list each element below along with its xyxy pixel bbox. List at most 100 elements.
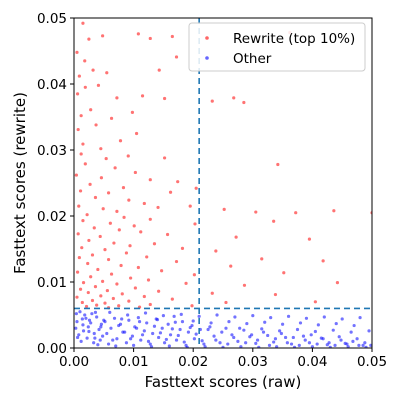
rewrite-point — [115, 209, 119, 213]
rewrite-point — [80, 300, 84, 305]
rewrite-point — [77, 74, 81, 78]
other-point — [244, 341, 248, 345]
other-point — [355, 337, 359, 341]
rewrite-point — [229, 264, 233, 268]
rewrite-point — [194, 186, 198, 190]
other-point — [132, 343, 136, 347]
other-point — [227, 320, 231, 324]
other-point — [74, 326, 78, 330]
rewrite-point — [109, 116, 114, 120]
other-point — [202, 342, 206, 346]
other-point — [218, 341, 222, 345]
rewrite-point — [190, 304, 194, 308]
other-point — [84, 316, 88, 320]
other-point — [340, 317, 344, 321]
rewrite-point — [174, 259, 179, 264]
other-point — [260, 327, 264, 331]
series-other-points — [74, 310, 372, 348]
other-point — [230, 333, 234, 337]
other-point — [89, 321, 93, 325]
legend-label-rewrite: Rewrite (top 10%) — [233, 31, 355, 47]
other-point — [151, 331, 155, 336]
other-point — [126, 313, 130, 317]
rewrite-point — [242, 283, 247, 287]
rewrite-point — [176, 180, 180, 184]
rewrite-point — [96, 267, 100, 272]
rewrite-point — [101, 207, 105, 211]
other-point — [279, 331, 284, 336]
rewrite-point — [87, 37, 91, 41]
other-point — [158, 331, 163, 335]
rewrite-point — [90, 253, 95, 257]
other-point — [278, 329, 282, 333]
rewrite-point — [136, 265, 140, 270]
rewrite-point — [210, 291, 214, 295]
other-point — [200, 339, 204, 343]
y-tick-label: 0.02 — [37, 209, 67, 225]
y-tick-label: 0.00 — [37, 341, 67, 357]
legend-label-other: Other — [233, 51, 272, 67]
other-point — [197, 314, 201, 318]
other-point — [142, 329, 146, 333]
other-point — [212, 334, 216, 338]
other-point — [297, 343, 301, 347]
other-point — [120, 317, 124, 321]
rewrite-point — [307, 237, 312, 241]
other-point — [192, 337, 196, 341]
x-tick-label: 0.05 — [357, 354, 387, 370]
rewrite-point — [184, 281, 188, 285]
plot-frame — [73, 17, 373, 349]
rewrite-point — [93, 285, 98, 289]
rewrite-point — [128, 244, 132, 248]
rewrite-point — [95, 303, 99, 307]
other-point — [263, 320, 267, 324]
other-point — [220, 330, 224, 334]
other-point — [99, 325, 103, 329]
other-point — [334, 321, 338, 326]
other-point — [81, 329, 86, 333]
other-point — [242, 328, 246, 332]
rewrite-point — [115, 282, 119, 286]
other-point — [233, 315, 237, 319]
rewrite-point — [117, 304, 121, 308]
rewrite-point — [127, 299, 131, 303]
rewrite-point — [335, 281, 340, 285]
other-point — [96, 343, 100, 347]
rewrite-point — [148, 178, 152, 182]
other-point — [339, 338, 343, 342]
series-rewrite-points — [74, 21, 372, 310]
rewrite-point — [103, 248, 107, 252]
y-tick-label: 0.03 — [37, 143, 67, 159]
rewrite-point — [129, 276, 133, 280]
rewrite-point — [210, 99, 214, 103]
other-point — [352, 323, 356, 328]
rewrite-point — [83, 59, 87, 63]
rewrite-point — [162, 96, 167, 101]
other-point — [203, 345, 207, 348]
rewrite-point — [75, 50, 79, 54]
other-point — [166, 322, 170, 326]
rewrite-point — [122, 215, 126, 219]
rewrite-point — [332, 209, 336, 213]
y-tick-label: 0.01 — [37, 275, 67, 291]
rewrite-point — [93, 195, 98, 200]
other-point — [316, 323, 320, 327]
other-point — [272, 340, 276, 344]
other-point — [164, 337, 168, 342]
other-point — [80, 317, 84, 321]
rewrite-point — [168, 190, 173, 194]
rewrite-point — [87, 238, 91, 243]
other-point — [157, 335, 161, 340]
other-point — [180, 320, 185, 324]
other-point — [239, 345, 243, 348]
other-point — [273, 337, 278, 341]
rewrite-point — [193, 222, 197, 226]
y-tick-label: 0.05 — [37, 11, 67, 27]
other-point — [310, 345, 314, 348]
x-tick-label: 0.00 — [59, 354, 89, 370]
other-point — [304, 316, 309, 320]
other-point — [361, 343, 365, 347]
rewrite-point — [260, 257, 264, 261]
other-point — [172, 314, 176, 318]
other-point — [369, 343, 372, 347]
